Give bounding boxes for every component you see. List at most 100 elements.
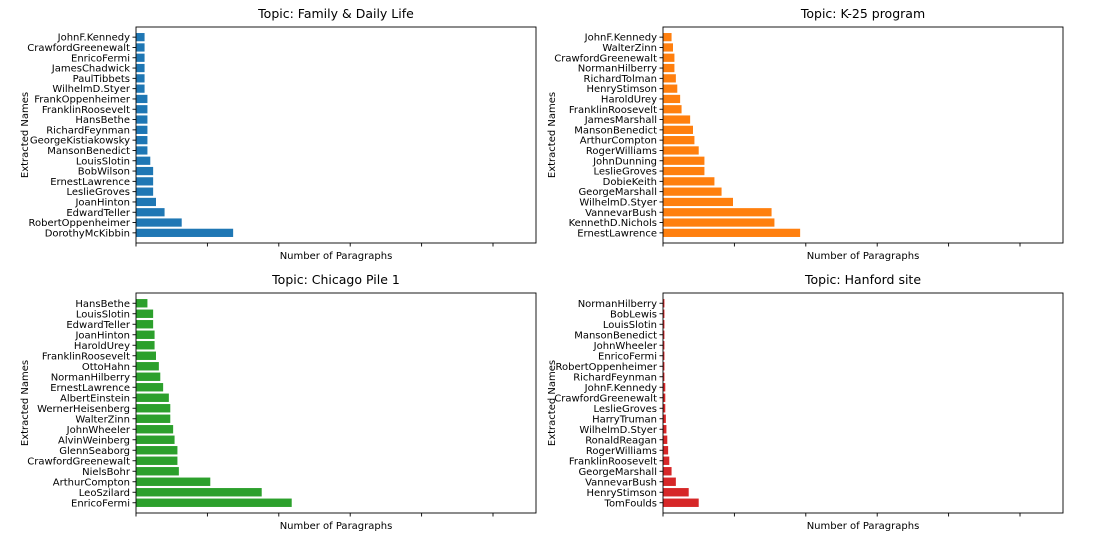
bar: [136, 53, 145, 62]
bar: [136, 187, 154, 196]
bar: [136, 362, 159, 371]
y-tick-label: DobieKeith: [603, 177, 657, 188]
bar: [663, 477, 676, 486]
y-tick-label: HansBethe: [75, 299, 130, 310]
bar: [136, 197, 156, 207]
y-tick-label: RogerWilliams: [586, 146, 657, 157]
y-tick-label: LeslieGroves: [593, 167, 657, 178]
y-tick-label: RobertOppenheimer: [29, 218, 131, 229]
y-tick-label: ArthurCompton: [580, 136, 657, 147]
y-tick-label: GeorgeKistiakowsky: [30, 136, 130, 147]
bar: [663, 63, 675, 73]
bar: [663, 166, 705, 176]
chart-title: Topic: K-25 program: [800, 6, 925, 21]
bar: [136, 309, 154, 318]
y-tick-label: VannevarBush: [585, 208, 657, 219]
bar: [136, 208, 165, 217]
y-tick-label: ArthurCompton: [53, 477, 130, 488]
y-tick-label: NormanHilberry: [578, 299, 657, 310]
y-tick-label: HaroldUrey: [601, 94, 657, 105]
bar: [136, 351, 156, 360]
y-tick-label: JohnF.Kennedy: [584, 383, 657, 394]
y-tick-label: JohnF.Kennedy: [57, 33, 130, 44]
bar: [136, 488, 262, 497]
bar: [663, 362, 665, 371]
y-tick-label: PaulTibbets: [73, 74, 130, 85]
bar: [663, 84, 678, 93]
y-tick-label: EnricoFermi: [598, 351, 657, 362]
y-tick-label: NormanHilberry: [51, 372, 130, 383]
bar: [663, 197, 733, 207]
bar: [136, 425, 174, 434]
y-tick-label: RichardFeynman: [573, 372, 657, 383]
bar: [136, 146, 148, 155]
bar: [663, 383, 666, 392]
bar: [663, 125, 693, 134]
y-tick-label: ErnestLawrence: [50, 383, 130, 394]
y-axis-label: Extracted Names: [547, 360, 558, 446]
chart-title: Topic: Family & Daily Life: [257, 6, 414, 21]
bar: [136, 115, 148, 124]
y-tick-label: WalterZinn: [602, 43, 657, 54]
bar: [663, 435, 668, 444]
bar: [136, 372, 161, 381]
bar: [663, 136, 695, 145]
y-tick-label: RobertOppenheimer: [556, 362, 658, 373]
y-tick-label: GlennSeaborg: [59, 446, 130, 457]
y-tick-label: WilhelmD.Styer: [579, 197, 657, 208]
y-tick-label: LouisSlotin: [76, 156, 130, 167]
y-tick-label: WilhelmD.Styer: [52, 84, 130, 95]
bar: [136, 218, 182, 227]
y-tick-label: JoanHinton: [74, 197, 130, 208]
y-tick-label: RogerWilliams: [586, 446, 657, 457]
bar: [136, 166, 154, 176]
chart-title: Topic: Hanford site: [804, 272, 921, 287]
y-tick-label: OttoHahn: [82, 362, 130, 373]
bar: [136, 467, 179, 476]
bar: [136, 299, 148, 308]
bar: [663, 456, 670, 465]
bar: [136, 125, 148, 134]
bar: [663, 393, 666, 402]
y-tick-label: FranklinRoosevelt: [569, 456, 657, 467]
y-tick-label: WilhelmD.Styer: [579, 425, 657, 436]
bar: [663, 43, 673, 52]
bar: [663, 341, 665, 350]
y-axis-label: Extracted Names: [547, 92, 558, 178]
x-axis-label: Number of Paragraphs: [807, 251, 920, 262]
y-tick-label: AlbertEinstein: [60, 393, 130, 404]
bar: [136, 94, 148, 104]
chart-title: Topic: Chicago Pile 1: [271, 272, 400, 287]
y-tick-label: FranklinRoosevelt: [42, 351, 130, 362]
y-tick-label: ErnestLawrence: [577, 228, 657, 239]
bar: [663, 414, 666, 423]
y-tick-label: FranklinRoosevelt: [42, 105, 130, 116]
y-tick-label: GeorgeMarshall: [578, 187, 657, 198]
y-tick-label: LouisSlotin: [76, 309, 130, 320]
y-tick-label: KennethD.Nichols: [569, 218, 657, 229]
bar: [663, 146, 699, 155]
chart-panel-4: NormanHilberryBobLewisLouisSlotinMansonB…: [547, 272, 1064, 532]
bar: [663, 488, 689, 497]
y-tick-label: DorothyMcKibbin: [45, 228, 130, 239]
bar: [663, 498, 699, 507]
y-tick-label: LeslieGroves: [593, 404, 657, 415]
chart-panel-3: HansBetheLouisSlotinEdwardTellerJoanHint…: [20, 272, 537, 532]
bar: [136, 84, 145, 93]
bar: [663, 208, 772, 217]
plot-frame: [662, 292, 1064, 514]
y-tick-label: ErnestLawrence: [50, 177, 130, 188]
y-tick-label: CrawfordGreenewalt: [554, 53, 657, 64]
y-axis-label: Extracted Names: [20, 92, 31, 178]
bar: [136, 456, 178, 465]
bar: [663, 74, 676, 83]
bar: [136, 446, 178, 455]
y-tick-label: RichardFeynman: [46, 125, 130, 136]
y-tick-label: GeorgeMarshall: [578, 467, 657, 478]
bar: [136, 228, 234, 237]
y-tick-label: JohnDunning: [592, 156, 657, 167]
bar: [663, 425, 667, 434]
y-tick-label: RichardTolman: [584, 74, 658, 85]
y-tick-label: NormanHilberry: [578, 64, 657, 75]
bar: [663, 467, 672, 476]
